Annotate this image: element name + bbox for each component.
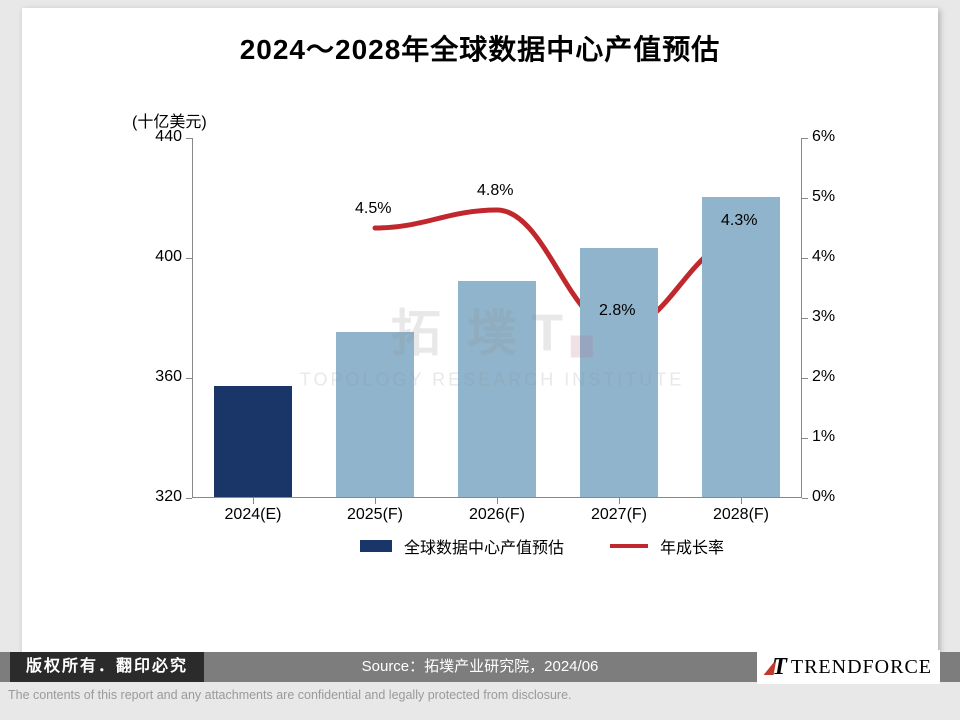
bar [580, 248, 658, 497]
bar [702, 197, 780, 497]
x-category-label: 2025(F) [325, 506, 425, 524]
footer-disclaimer: The contents of this report and any atta… [8, 688, 572, 702]
y-right-tick-label: 0% [812, 488, 862, 506]
x-category-label: 2026(F) [447, 506, 547, 524]
y-left-tick-label: 440 [132, 128, 182, 146]
bar [336, 332, 414, 497]
legend-label-bar: 全球数据中心产值预估 [404, 534, 564, 558]
slide: 2024～2028年全球数据中心产值预估 (十亿美元) 320360400440… [22, 8, 938, 658]
legend: 全球数据中心产值预估 年成长率 [292, 533, 792, 558]
y-right-tick-mark [802, 378, 808, 379]
y-left-tick-label: 360 [132, 368, 182, 386]
y-right-tick-label: 5% [812, 188, 862, 206]
y-right-tick-label: 3% [812, 308, 862, 326]
line-data-label: 4.8% [477, 182, 513, 200]
y-right-tick-mark [802, 498, 808, 499]
y-right-tick-mark [802, 138, 808, 139]
growth-line [375, 210, 741, 330]
x-tick-mark [497, 498, 498, 504]
logo-text: TRENDFORCE [791, 656, 932, 679]
y-left-tick-mark [186, 138, 192, 139]
chart-title: 2024～2028年全球数据中心产值预估 [22, 28, 938, 68]
y-right-tick-label: 4% [812, 248, 862, 266]
x-tick-mark [375, 498, 376, 504]
x-tick-mark [253, 498, 254, 504]
y-right-tick-label: 2% [812, 368, 862, 386]
y-right-tick-label: 6% [812, 128, 862, 146]
x-tick-mark [619, 498, 620, 504]
bar [458, 281, 536, 497]
y-right-tick-label: 1% [812, 428, 862, 446]
x-category-label: 2027(F) [569, 506, 669, 524]
chart-area: (十亿美元) 3203604004400%1%2%3%4%5%6%2024(E)… [112, 98, 872, 568]
y-right-tick-mark [802, 438, 808, 439]
line-data-label: 4.5% [355, 200, 391, 218]
footer-logo: T TRENDFORCE [757, 650, 940, 684]
legend-swatch-bar-icon [360, 540, 392, 552]
line-data-label: 4.3% [721, 212, 757, 230]
x-tick-mark [741, 498, 742, 504]
y-right-tick-mark [802, 258, 808, 259]
logo-t-icon: T [772, 654, 787, 681]
page-root: 2024～2028年全球数据中心产值预估 (十亿美元) 320360400440… [0, 0, 960, 720]
y-left-tick-mark [186, 498, 192, 499]
y-left-tick-label: 320 [132, 488, 182, 506]
y-right-tick-mark [802, 198, 808, 199]
line-data-label: 2.8% [599, 302, 635, 320]
x-category-label: 2028(F) [691, 506, 791, 524]
y-right-tick-mark [802, 318, 808, 319]
y-left-tick-mark [186, 378, 192, 379]
bar [214, 386, 292, 497]
y-left-tick-label: 400 [132, 248, 182, 266]
legend-label-line: 年成长率 [660, 534, 724, 558]
y-left-tick-mark [186, 258, 192, 259]
legend-swatch-line-icon [610, 544, 648, 548]
plot-region: 3203604004400%1%2%3%4%5%6%2024(E)2025(F)… [192, 138, 802, 498]
x-category-label: 2024(E) [203, 506, 303, 524]
